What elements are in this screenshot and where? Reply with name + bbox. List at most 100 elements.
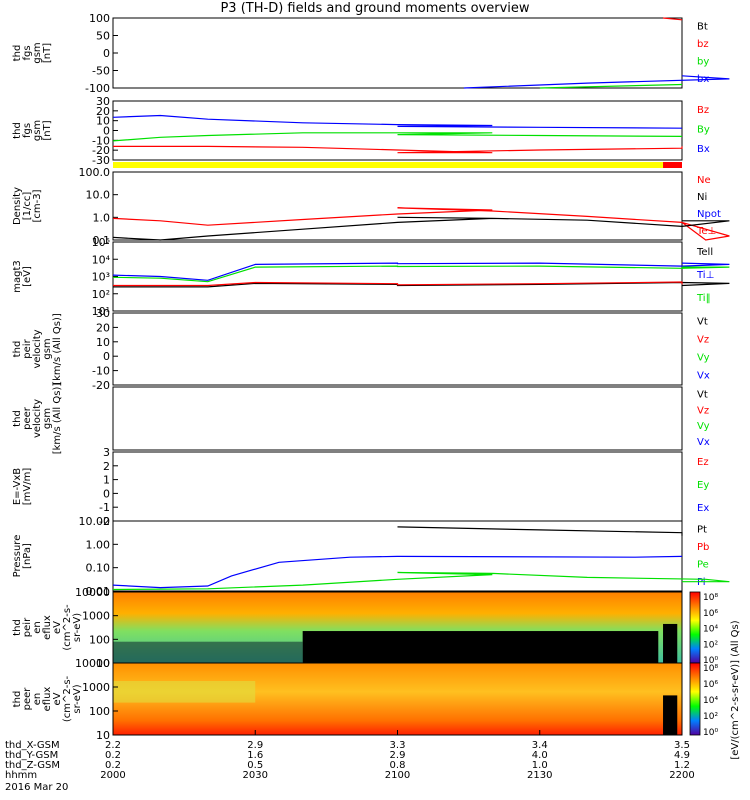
series-line bbox=[112, 207, 730, 241]
x-tick-label: 3.4 bbox=[532, 740, 548, 751]
y-tick-label: 10.00 bbox=[79, 515, 111, 528]
y-tick-label: 10000 bbox=[75, 586, 110, 599]
panel-ylabel: thd bbox=[12, 122, 23, 139]
panel-frame bbox=[112, 520, 683, 592]
legend-label: Vt bbox=[697, 316, 708, 327]
y-tick-label: 10 bbox=[96, 115, 110, 128]
x-tick-label: 2030 bbox=[243, 770, 268, 781]
x-tick-label: 2130 bbox=[527, 770, 552, 781]
y-tick-label: 100 bbox=[89, 705, 110, 718]
panel-ylabel: fgs bbox=[22, 123, 33, 138]
panel-ylabel: [1/cc] bbox=[22, 192, 33, 221]
panel-ylabel: thd bbox=[12, 410, 23, 427]
series-line bbox=[662, 17, 683, 21]
y-tick-label: 10¹ bbox=[92, 305, 110, 318]
panel-ylabel: Density bbox=[12, 187, 23, 225]
heatmap-gap bbox=[663, 695, 678, 735]
y-tick-label: 0 bbox=[103, 487, 110, 500]
y-tick-label: 50 bbox=[96, 30, 110, 43]
y-tick-label: -10 bbox=[92, 134, 110, 147]
legend-label: Pe bbox=[697, 559, 709, 570]
y-tick-label: -1 bbox=[99, 501, 110, 514]
legend-label: Vx bbox=[697, 437, 710, 448]
y-tick-label: -30 bbox=[92, 154, 110, 167]
panel-frame bbox=[112, 100, 683, 161]
panel-ylabel: thd bbox=[12, 45, 23, 62]
panel-ylabel: magt3 bbox=[12, 260, 23, 293]
x-tick-label: 3.5 bbox=[674, 740, 690, 751]
y-tick-label: 20 bbox=[96, 105, 110, 118]
panel-ylabel: (cm^2-s- bbox=[62, 604, 73, 651]
colorbar-tick-label: 10² bbox=[703, 712, 718, 722]
y-tick-label: -50 bbox=[92, 65, 110, 78]
legend-label: Vy bbox=[697, 352, 710, 363]
x-tick-label: 1.2 bbox=[674, 760, 690, 771]
heatmap-dark-region bbox=[302, 631, 659, 663]
colorbar bbox=[689, 591, 701, 664]
panel-ylabel: fgs bbox=[22, 45, 33, 60]
x-tick-label: 0.5 bbox=[247, 760, 263, 771]
y-tick-label: 0.1 bbox=[93, 234, 111, 247]
x-tick-label: 2.2 bbox=[105, 740, 121, 751]
legend-label: by bbox=[697, 56, 709, 67]
legend-label: bz bbox=[697, 39, 709, 50]
colorbar-tick-label: 10⁰ bbox=[703, 728, 718, 738]
legend-label: Te⊥ bbox=[696, 226, 716, 237]
colorbar-tick-label: 10⁶ bbox=[703, 680, 718, 690]
series-line bbox=[112, 262, 730, 281]
series-line bbox=[112, 216, 730, 241]
panel-ylabel: [nT] bbox=[42, 120, 53, 140]
legend-label: Vy bbox=[697, 421, 710, 432]
colorbar-tick-label: 10⁴ bbox=[703, 625, 718, 635]
panel-ylabel: E=-VxB bbox=[12, 468, 23, 505]
y-tick-label: 30 bbox=[96, 95, 110, 108]
series-line bbox=[113, 145, 683, 154]
panel-frame bbox=[112, 17, 683, 89]
x-axis-row-label: thd_Z-GSM bbox=[5, 760, 60, 771]
legend-label: Vz bbox=[697, 334, 709, 345]
panel-frame bbox=[112, 312, 683, 386]
colorbar-tick-label: 10² bbox=[703, 640, 718, 650]
panel-frame bbox=[112, 241, 683, 312]
panel-ylabel: eV bbox=[52, 621, 63, 634]
y-tick-label: 10000 bbox=[75, 657, 110, 670]
panel-frame bbox=[112, 451, 683, 522]
panel-ylabel: gsm bbox=[42, 408, 53, 429]
x-tick-label: 2000 bbox=[100, 770, 125, 781]
panel-ylabel: en bbox=[32, 621, 43, 634]
panel-frame bbox=[112, 386, 683, 451]
legend-label: Ti‖ bbox=[696, 293, 711, 304]
legend-label: Ex bbox=[697, 503, 709, 514]
panel-ylabel: (cm^2-s- bbox=[62, 675, 73, 722]
panel-ylabel: eflux bbox=[42, 687, 53, 712]
legend-label: Vx bbox=[697, 370, 710, 381]
legend-label: Ez bbox=[697, 457, 709, 468]
panel-ylabel: [mV/m] bbox=[22, 468, 33, 506]
heatmap-gap bbox=[663, 623, 678, 663]
legend-label: Ni bbox=[697, 192, 707, 203]
panel-ylabel: gsm bbox=[32, 42, 43, 63]
y-tick-label: 100 bbox=[89, 12, 110, 25]
x-tick-label: 3.3 bbox=[390, 740, 406, 751]
panel-ylabel: thd bbox=[12, 619, 23, 636]
y-tick-label: 100 bbox=[89, 633, 110, 646]
panel-ylabel: peer bbox=[22, 687, 33, 711]
panel-ylabel: thd bbox=[12, 691, 23, 708]
y-tick-label: 2 bbox=[103, 460, 110, 473]
colorbar-tick-label: 10⁴ bbox=[703, 696, 718, 706]
series-line bbox=[112, 265, 730, 283]
x-tick-label: 1.0 bbox=[532, 760, 548, 771]
panel-ylabel: peir bbox=[22, 617, 33, 637]
x-tick-label: 4.9 bbox=[674, 750, 690, 761]
x-axis-date: 2016 Mar 20 bbox=[5, 782, 68, 793]
y-tick-label: 10.0 bbox=[86, 189, 111, 202]
y-tick-label: 3 bbox=[103, 446, 110, 459]
x-tick-label: 2.9 bbox=[390, 750, 406, 761]
series-line bbox=[112, 132, 683, 142]
colorbar-tick-label: 10⁰ bbox=[703, 656, 718, 666]
legend-label: Pt bbox=[697, 524, 707, 535]
panel-ylabel: velocity bbox=[32, 399, 43, 438]
heatmap-dark-region bbox=[113, 641, 303, 663]
x-tick-label: 0.2 bbox=[105, 760, 121, 771]
panel-ylabel: thd bbox=[12, 341, 23, 358]
